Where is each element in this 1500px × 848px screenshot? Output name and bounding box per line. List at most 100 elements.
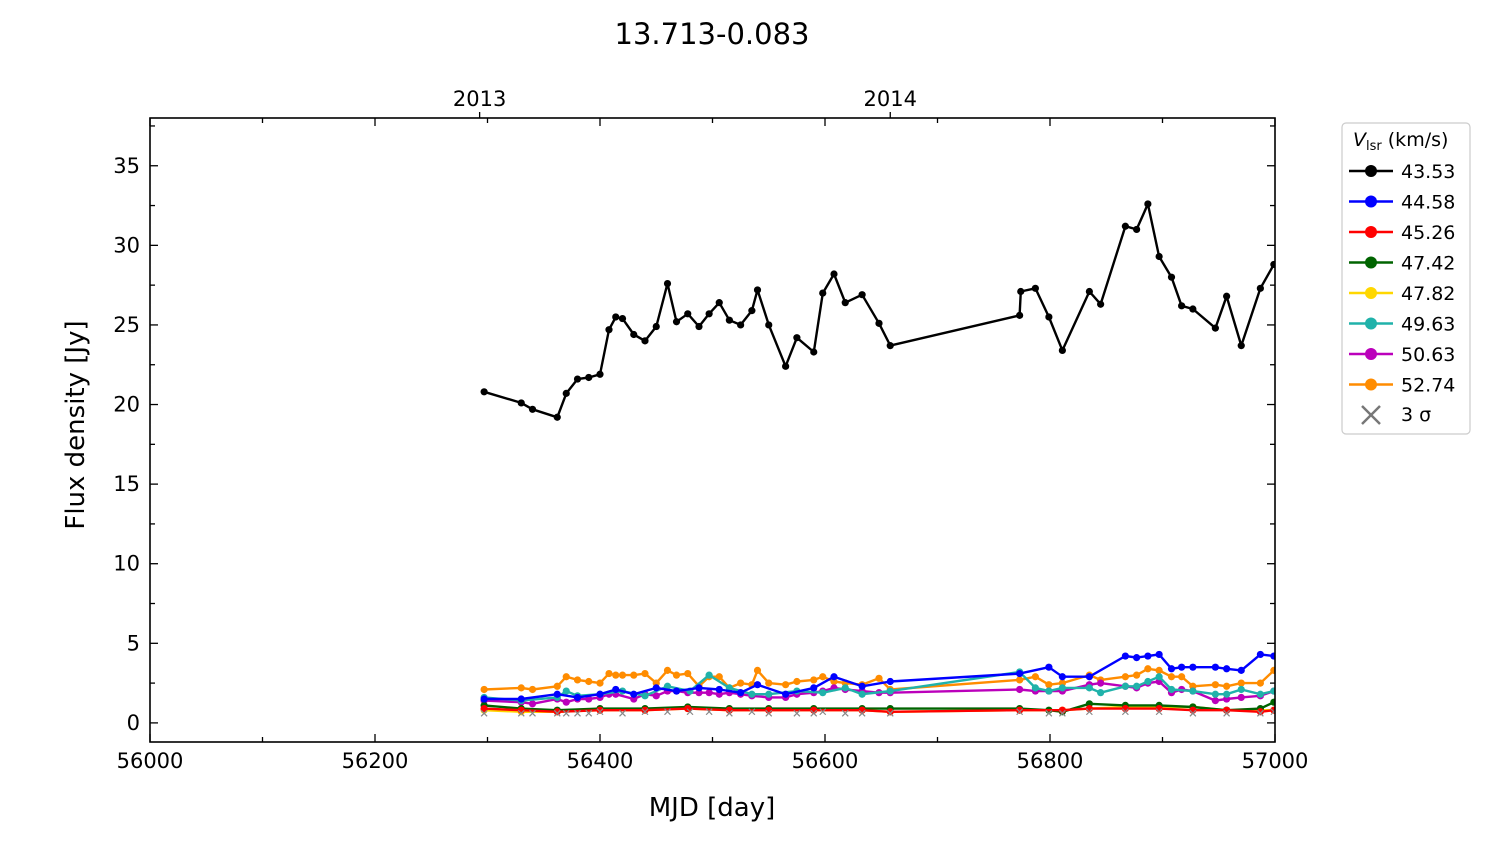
legend-sigma-label: 3 σ: [1401, 404, 1431, 426]
sigma-marker: [574, 709, 581, 717]
data-point: [858, 291, 866, 299]
data-point: [1144, 665, 1152, 673]
data-point: [1085, 287, 1093, 296]
data-point: [528, 685, 537, 694]
data-point: [573, 693, 582, 702]
data-point: [705, 689, 713, 697]
data-point: [841, 684, 849, 692]
legend-marker: [1365, 165, 1377, 177]
x-tick-label: 56600: [792, 749, 859, 773]
sigma-marker: [480, 709, 488, 717]
data-point: [1085, 684, 1093, 692]
data-point: [1016, 706, 1024, 714]
data-point: [684, 669, 692, 678]
data-point: [1144, 200, 1152, 208]
legend-entry: 45.26: [1349, 222, 1455, 244]
data-point: [605, 669, 613, 678]
sigma-marker: [553, 709, 561, 717]
x-tick-label: 56000: [117, 749, 184, 773]
data-point: [886, 687, 894, 695]
legend-marker: [1365, 317, 1377, 330]
legend-label: 44.58: [1401, 192, 1455, 214]
data-point: [886, 708, 894, 716]
data-point: [1121, 222, 1129, 230]
data-point: [1189, 663, 1197, 671]
data-point: [810, 684, 818, 692]
data-point: [1058, 684, 1066, 692]
legend-entry: 50.63: [1349, 344, 1455, 366]
data-point: [1133, 671, 1141, 679]
axes: 56000 56200 56400 56600 56800 57000 0 5 10 15 20 25…: [113, 87, 1308, 773]
x-tick-label: 57000: [1242, 749, 1309, 773]
data-point: [641, 706, 649, 714]
sigma-marker: [1155, 708, 1163, 716]
data-point: [1133, 682, 1141, 690]
data-point: [1237, 342, 1245, 350]
data-point: [1155, 673, 1163, 681]
data-point: [748, 690, 756, 698]
data-point: [1045, 663, 1053, 671]
data-point: [652, 322, 660, 331]
data-point: [765, 321, 773, 329]
legend-entry: 47.82: [1349, 283, 1455, 305]
data-point: [753, 666, 762, 674]
data-point: [480, 695, 488, 703]
data-point: [737, 689, 745, 697]
data-point: [652, 692, 660, 700]
data-point: [585, 373, 593, 382]
sigma-marker: [841, 709, 849, 717]
data-point: [517, 695, 525, 703]
data-point: [605, 326, 613, 334]
data-point: [1097, 679, 1105, 687]
data-point: [1058, 346, 1066, 355]
data-point: [830, 673, 838, 681]
data-point: [875, 674, 883, 682]
data-point: [858, 690, 866, 698]
data-point: [1256, 284, 1264, 292]
data-point: [1270, 666, 1275, 674]
series-44.58: [480, 650, 1275, 703]
sigma-marker: [819, 708, 827, 716]
data-point: [1189, 305, 1197, 313]
sigma-marker: [705, 708, 713, 716]
data-point: [562, 673, 570, 681]
data-point: [1097, 300, 1105, 308]
data-point: [1016, 685, 1024, 694]
data-point: [480, 685, 488, 694]
y-tick-label: 5: [127, 631, 140, 655]
data-point: [810, 348, 818, 356]
data-point: [1133, 654, 1141, 662]
data-point: [1256, 679, 1264, 687]
data-point: [1178, 673, 1186, 681]
y-tick-label: 35: [113, 154, 140, 178]
data-point: [1155, 666, 1163, 674]
data-point: [672, 687, 681, 695]
data-point: [1256, 708, 1264, 716]
data-point: [553, 682, 561, 690]
data-point: [1270, 652, 1275, 660]
sigma-marker: [1085, 708, 1093, 716]
legend-label: 52.74: [1401, 375, 1455, 397]
data-point: [663, 279, 672, 288]
data-point: [596, 679, 604, 687]
data-point: [1167, 273, 1176, 281]
data-point: [596, 370, 604, 378]
data-point: [1211, 663, 1219, 671]
legend-entries: 43.53 44.58 45.26 47.42 47.82 49.63 50.63 52.74: [1349, 161, 1455, 397]
data-point: [830, 270, 838, 278]
sigma-marker: [1256, 709, 1264, 717]
series-line: [484, 653, 1275, 701]
data-point: [1017, 287, 1025, 296]
legend-marker: [1365, 348, 1377, 360]
data-point: [652, 684, 660, 692]
data-point: [663, 682, 672, 690]
data-point: [1121, 682, 1129, 690]
data-point: [528, 405, 537, 413]
x-tick-label: 56400: [567, 749, 634, 773]
legend-marker: [1365, 256, 1377, 269]
data-point: [886, 342, 894, 350]
legend-entry: 47.42: [1349, 253, 1455, 275]
data-point: [737, 321, 745, 329]
y-tick-label: 25: [113, 313, 140, 337]
